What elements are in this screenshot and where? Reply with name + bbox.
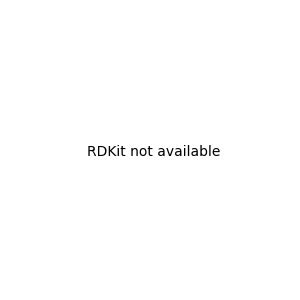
Text: RDKit not available: RDKit not available	[87, 145, 220, 158]
